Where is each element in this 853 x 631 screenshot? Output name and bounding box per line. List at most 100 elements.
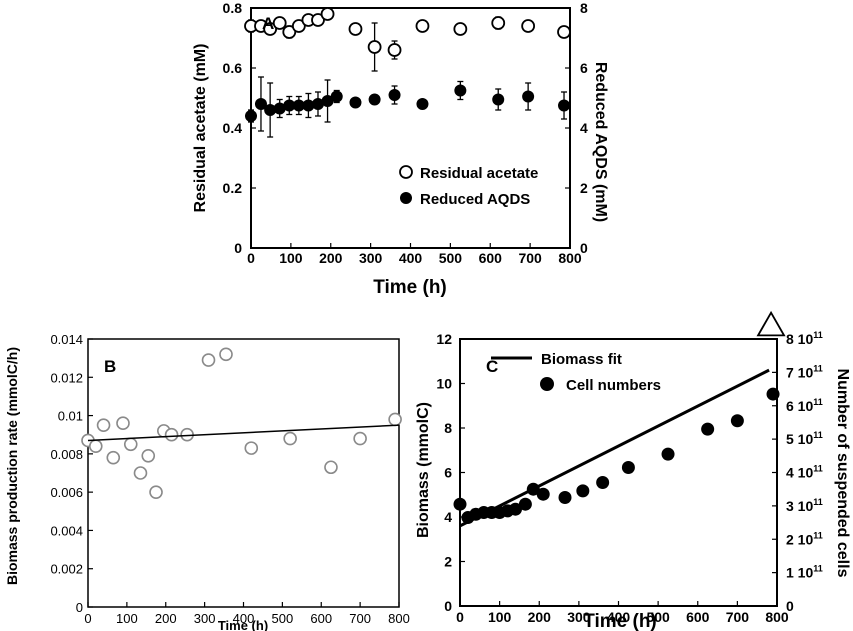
- panel-a-y-tick-label: 0.4: [223, 120, 243, 136]
- legend-label-biomass-fit: Biomass fit: [541, 351, 622, 368]
- panel-a-reduced-aqds-point: [368, 93, 381, 106]
- panel-a-y-tick-label: 0: [234, 240, 242, 256]
- panel-c-x-tick-label: 600: [686, 609, 710, 625]
- panel-a-residual-acetate-point: [311, 13, 325, 27]
- panel-b-y-tick-label: 0.002: [50, 562, 83, 577]
- panel-a-y-tick-label: 0.2: [223, 180, 243, 196]
- panel-a-x-tick-label: 100: [279, 250, 303, 266]
- panel-b-x-tick-label: 100: [116, 611, 138, 626]
- panel-c-x-tick-label: 800: [765, 609, 789, 625]
- panel-b-x-tick-label: 400: [233, 611, 255, 626]
- panel-c-cell-numbers-point: [558, 491, 572, 505]
- panel-a-reduced-aqds-point: [388, 89, 401, 101]
- panel-c-cell-numbers-point: [576, 484, 590, 498]
- panel-a-x-axis-label: Time (h): [373, 277, 447, 298]
- panel-b-series-0-point: [324, 460, 338, 475]
- panel-b-series-1-line: [87, 424, 400, 442]
- panel-a-x-tick-label: 800: [558, 250, 582, 266]
- panel-b-series-0-point: [219, 347, 233, 362]
- panel-a-x-tick-label: 0: [247, 250, 255, 266]
- panel-b-x-tick-label: 600: [310, 611, 332, 626]
- panel-a-reduced-aqds-point: [522, 90, 535, 103]
- panel-a-residual-acetate-point: [263, 22, 278, 36]
- panel-c-y2-tick-label: 7 1011: [786, 363, 823, 380]
- panel-c-y-tick-label: 12: [436, 331, 452, 347]
- panel-c-cell-numbers-point: [621, 460, 635, 474]
- panel-a-residual-acetate-point: [272, 16, 287, 30]
- panel-b-series-0-point: [106, 450, 121, 465]
- panel-c-cell-numbers-point: [518, 497, 532, 511]
- panel-a-y-tick-label: 0.8: [223, 0, 243, 16]
- panel-c-y2-tick-label: 8 1011: [786, 330, 823, 347]
- panel-b-x-tick-label: 0: [84, 611, 91, 626]
- panel-c-x-tick-label: 100: [488, 609, 512, 625]
- panel-a-reduced-aqds-point: [416, 98, 429, 110]
- legend-label-reduced-aqds: Reduced AQDS: [420, 191, 530, 208]
- panel-c-cell-numbers-point: [453, 497, 467, 511]
- panel-c-cell-numbers-point: [526, 482, 540, 496]
- panel-a-reduced-aqds-point: [311, 98, 324, 110]
- panel-b-series-0-point: [353, 431, 367, 446]
- panel-a-residual-acetate-point: [320, 7, 335, 21]
- panel-c-label: C: [486, 357, 498, 376]
- panel-a-reduced-aqds-point: [321, 95, 334, 107]
- panel-a-y-axis-label: Residual acetate (mM): [192, 44, 209, 213]
- panel-a-y2-tick-label: 6: [580, 60, 588, 76]
- panel-a-residual-acetate-point: [415, 19, 430, 33]
- panel-c-cell-numbers-point: [730, 414, 744, 428]
- panel-c-cell-numbers-point: [766, 387, 780, 401]
- panel-c-x-tick-label: 300: [567, 609, 591, 625]
- panel-c-x-tick-label: 500: [646, 609, 670, 625]
- panel-c-cell-numbers-point: [596, 476, 610, 490]
- panel-a-x-tick-label: 700: [518, 250, 542, 266]
- panel-a-x-tick-label: 600: [479, 250, 503, 266]
- panel-a-reduced-aqds-point: [302, 99, 315, 112]
- panel-b-x-tick-label: 300: [194, 611, 216, 626]
- panel-a-reduced-aqds-point: [254, 98, 267, 110]
- panel-a-residual-acetate-point: [291, 19, 306, 33]
- panel-a-residual-acetate-point: [491, 16, 506, 30]
- panel-b-series-0-point: [149, 485, 163, 499]
- legend-label-cell-numbers: Cell numbers: [566, 377, 661, 394]
- panel-b-series-0-point: [201, 353, 216, 367]
- panel-a-label: A: [262, 14, 274, 33]
- panel-c-x-tick-label: 400: [607, 609, 631, 625]
- panel-a-residual-acetate-point: [453, 22, 468, 36]
- panel-a-residual-acetate-point: [367, 40, 382, 54]
- panel-b-y-axis-label: Biomass production rate (mmolC/h): [4, 347, 20, 585]
- panel-a-residual-acetate-point: [387, 43, 402, 57]
- panel-c-y-tick-label: 0: [444, 598, 452, 614]
- panel-b-y-tick-label: 0.012: [50, 370, 83, 385]
- panel-b-series-0-point: [141, 448, 156, 463]
- panel-c-cell-numbers-point: [661, 447, 675, 461]
- panel-a-reduced-aqds-point: [349, 96, 362, 109]
- panel-a-reduced-aqds-point: [292, 99, 305, 112]
- panel-a-residual-acetate-point: [348, 22, 363, 36]
- panel-b-x-tick-label: 500: [272, 611, 294, 626]
- panel-c-y2-tick-label: 3 1011: [786, 497, 823, 514]
- panel-c-y2-tick-label: 2 1011: [786, 530, 823, 547]
- panel-c-y-axis-label: Biomass (mmolC): [415, 402, 432, 538]
- panel-a-y2-axis-label: Reduced AQDS (mM): [592, 62, 609, 222]
- panel-a-reduced-aqds-point: [492, 93, 505, 106]
- panel-c-y-tick-label: 8: [444, 420, 452, 436]
- panel-b-series-0-point: [133, 466, 148, 480]
- panel-a-reduced-aqds-point: [273, 102, 286, 115]
- panel-c-x-tick-label: 200: [528, 609, 552, 625]
- panel-c-y2-tick-label: 4 1011: [786, 464, 823, 481]
- panel-a: 0 0.2 0.4 0.6 0.8 0 2 4 6 8 0 100 200 300 400 500 600 70…: [192, 0, 609, 298]
- panel-b-x-axis-label: Time (h): [218, 618, 268, 631]
- panel-c-x-axis-label: Time (h): [583, 611, 657, 631]
- panel-c: 0 2 4 6 8 10 12 0 1 1011 2 1011 3 1011 4 1011 5 1011…: [415, 310, 851, 631]
- panel-a-x-tick-label: 500: [439, 250, 463, 266]
- panel-a-residual-acetate-point: [282, 25, 297, 39]
- panel-a-reduced-aqds-point: [558, 99, 571, 112]
- panel-a-reduced-aqds-point: [245, 110, 257, 122]
- panel-b-series-0-point: [244, 441, 259, 455]
- panel-c-y-tick-label: 6: [444, 465, 452, 481]
- panel-b-series-0-point: [116, 416, 130, 431]
- panel-b-y-tick-label: 0.008: [50, 447, 83, 462]
- panel-b-x-tick-label: 800: [388, 611, 410, 626]
- panel-a-x-tick-label: 200: [319, 250, 343, 266]
- panel-b-x-tick-label: 200: [155, 611, 177, 626]
